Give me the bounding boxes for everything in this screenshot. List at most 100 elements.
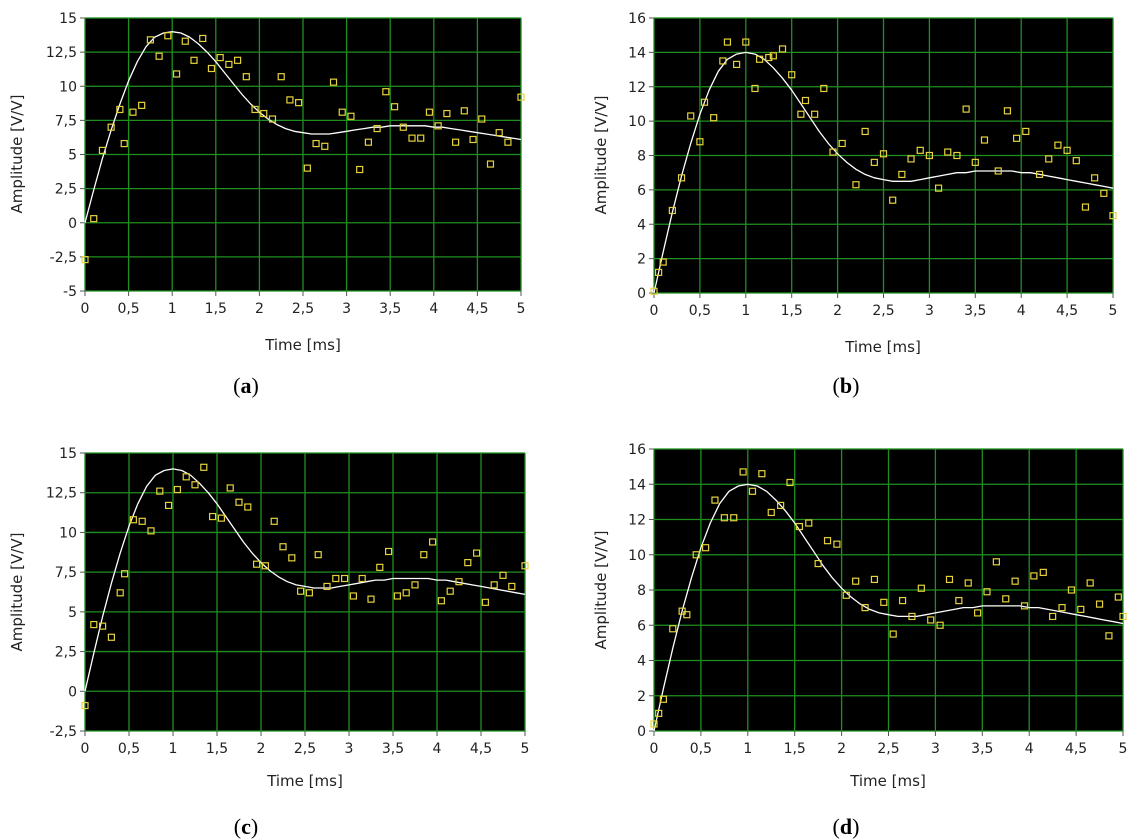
data-point [390,103,399,111]
data-point [173,485,181,494]
x-tick-label: 5 [517,301,526,317]
data-point [1072,157,1080,165]
data-point [650,720,658,728]
data-point [464,559,472,567]
data-point [852,181,860,189]
data-point [797,110,805,118]
data-point [1003,107,1012,115]
data-point [795,522,803,531]
data-point [81,701,89,710]
x-tick-label: 0,5 [118,741,140,757]
data-point [778,45,787,53]
data-point [907,155,915,163]
x-axis-label: Time [ms] [844,338,921,356]
x-tick-label: 4 [429,301,438,317]
data-point [659,258,667,266]
data-point [829,148,837,156]
data-point [207,64,216,73]
data-point [805,519,813,527]
data-point [323,582,331,591]
y-tick-label: 10 [628,548,646,564]
data-point [777,501,785,509]
data-point [261,562,269,570]
x-tick-label: 1 [741,303,750,319]
data-point [116,589,124,597]
data-point [288,554,296,562]
data-point [655,709,663,717]
data-point [251,105,259,114]
data-point [242,73,250,81]
data-point [517,93,525,101]
data-point [305,589,313,597]
data-point [719,57,727,65]
data-point [460,107,468,115]
data-point [268,115,277,123]
data-point [1105,632,1113,640]
data-point [769,52,777,60]
data-point [917,584,925,592]
x-tick-label: 2,5 [877,741,899,757]
data-point [723,38,732,46]
data-point [277,73,285,81]
x-tick-label: 2,5 [292,301,314,317]
data-point [429,538,437,546]
data-point [295,99,303,107]
data-point [711,496,719,504]
data-point [234,56,242,64]
y-tick-label: 15 [59,446,77,462]
y-axis-label: Amplitude [V/V] [8,95,26,214]
data-point [889,630,897,638]
data-point [730,514,738,522]
data-point [297,587,305,595]
panel-caption-a: (a) [233,373,259,398]
y-tick-label: 4 [637,217,646,233]
x-tick-label: 2,5 [872,303,894,319]
data-point [393,592,401,600]
x-tick-label: 4,5 [470,741,492,757]
data-point [654,268,663,276]
data-point [936,621,944,629]
y-tick-label: 6 [637,183,646,199]
data-point [446,587,454,595]
data-point [402,589,410,597]
x-axis-label: Time [ms] [266,772,343,790]
data-point [880,598,888,606]
data-point [90,620,98,629]
data-point [710,114,718,122]
x-axis-label: Time [ms] [849,772,926,790]
data-point [650,287,658,295]
data-point [116,105,124,114]
x-tick-label: 3 [342,301,351,317]
data-point [811,110,819,118]
data-point [701,544,710,552]
data-point [668,206,676,215]
y-axis-label: Amplitude [V/V] [8,533,26,652]
data-point [833,540,841,548]
data-point [994,167,1002,175]
y-axis-label: Amplitude [V/V] [592,96,610,215]
x-tick-label: 1 [169,741,178,757]
x-tick-label: 2 [255,301,264,317]
data-point [329,78,338,86]
data-point [927,616,935,624]
data-point [486,160,495,168]
data-point [953,151,961,160]
y-tick-label: 10 [59,525,77,541]
fitted-curve [84,468,526,692]
data-point [138,517,146,525]
data-point [129,108,137,116]
data-point [687,112,695,120]
x-tick-label: 1,5 [781,303,803,319]
data-point [107,123,115,131]
data-point [225,60,233,69]
data-point [437,597,445,605]
data-point [286,96,294,104]
data-point [452,138,460,146]
data-point [955,596,963,605]
y-tick-label: 10 [628,114,646,130]
y-tick-label: 5 [68,148,77,164]
data-point [347,112,355,120]
data-point [490,581,498,589]
data-point [373,124,381,133]
data-point [964,579,972,587]
